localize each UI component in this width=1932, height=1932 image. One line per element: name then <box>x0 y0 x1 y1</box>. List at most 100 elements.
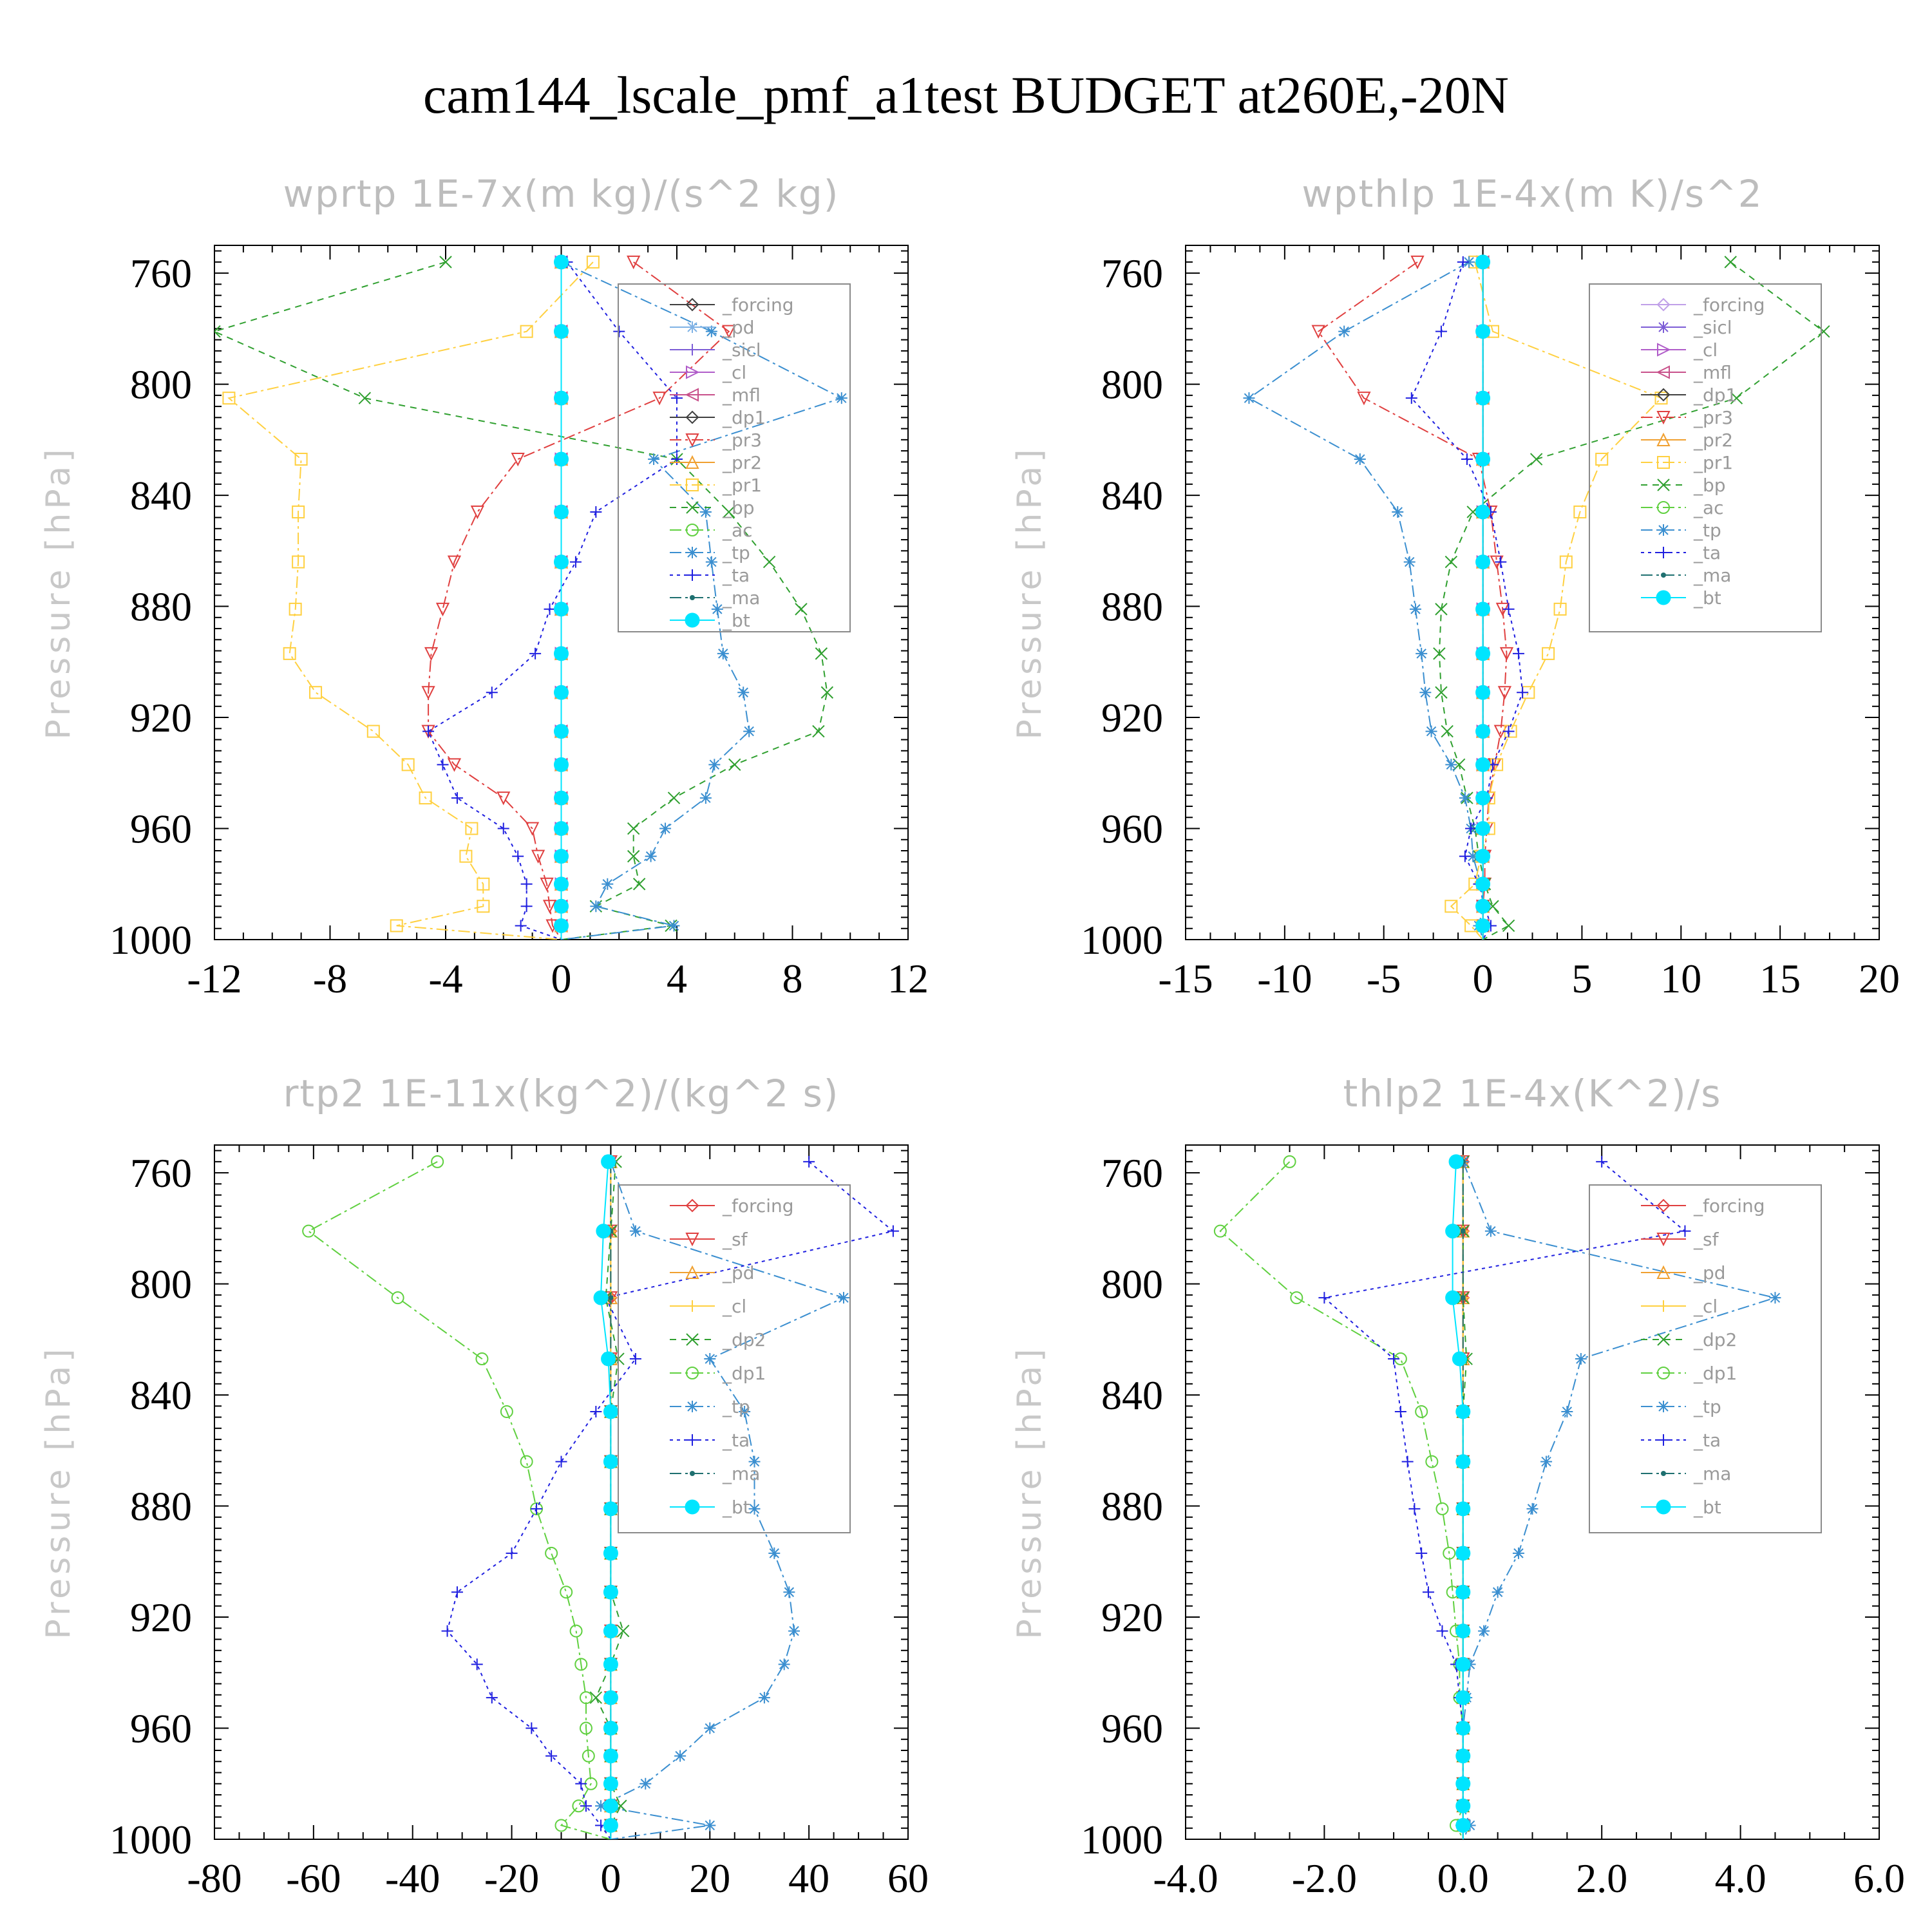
data-point <box>500 1405 513 1418</box>
legend-label: _pr1 <box>722 475 762 496</box>
data-point <box>632 878 646 891</box>
series-line <box>214 261 828 940</box>
data-point <box>717 647 729 659</box>
series-line <box>598 1161 846 1839</box>
legend-label: _forcing <box>722 294 794 316</box>
data-point <box>554 390 569 406</box>
data-point <box>586 255 600 269</box>
data-point <box>704 1353 716 1365</box>
data-point <box>1459 850 1471 862</box>
legend-label: _forcing <box>1693 1195 1765 1217</box>
data-point <box>222 392 236 405</box>
data-point <box>486 687 498 699</box>
data-point <box>603 1817 618 1833</box>
data-point <box>439 256 452 269</box>
data-point <box>812 724 825 738</box>
legend-entry: _dp1 <box>670 407 766 428</box>
data-point <box>629 1353 641 1365</box>
data-point <box>1290 1291 1303 1305</box>
data-point <box>520 325 533 338</box>
data-point <box>1679 1225 1691 1237</box>
data-point <box>1596 1155 1608 1168</box>
y-tick-label: 960 <box>1101 806 1163 852</box>
legend-entry: _bt <box>670 1497 750 1518</box>
series-line <box>1219 1161 1464 1839</box>
data-point <box>554 504 569 520</box>
data-point <box>603 1690 618 1705</box>
chart-panel-3: rtp2 1E-11x(kg^2)/(kg^2 s) Pressure [hPa]… <box>39 1072 929 1901</box>
data-point <box>1475 876 1491 892</box>
data-point <box>292 505 305 518</box>
data-point <box>1455 1624 1471 1639</box>
legend-label: _ma <box>722 587 760 609</box>
data-point <box>1318 1292 1331 1304</box>
plot-frame <box>214 1144 909 1840</box>
data-point <box>652 392 667 406</box>
data-point <box>1415 1405 1428 1418</box>
panel-title: thlp2 1E-4x(K^2)/s <box>1343 1072 1721 1115</box>
legend-entry: _bp <box>1641 475 1726 496</box>
y-tick-label: 1000 <box>1081 1817 1163 1862</box>
data-point <box>1394 1405 1406 1417</box>
data-point <box>1403 556 1416 568</box>
x-tick-label: -80 <box>187 1855 242 1901</box>
legend-marker <box>685 455 699 469</box>
legend-entry: _ma <box>670 1463 760 1484</box>
chart-panel-2: wpthlp 1E-4x(m K)/s^2 Pressure [hPa] 760 80… <box>1010 172 1900 1001</box>
y-axis-label: Pressure [hPa] <box>39 446 78 740</box>
data-point <box>627 255 641 270</box>
data-point <box>506 1547 518 1559</box>
data-point <box>723 506 735 518</box>
legend-entry: _tp <box>1641 1396 1721 1417</box>
data-point <box>1517 687 1529 699</box>
data-point <box>283 647 296 660</box>
legend-box <box>618 1184 851 1533</box>
data-point <box>1455 1656 1471 1672</box>
y-tick-label: 840 <box>1101 1372 1163 1418</box>
data-point <box>401 758 415 772</box>
data-point <box>1401 1455 1414 1468</box>
legend-entry: _ma <box>670 587 760 609</box>
legend-box <box>1589 1184 1822 1533</box>
data-point <box>486 1692 498 1704</box>
legend-marker <box>687 1434 698 1446</box>
legend-label: _tp <box>1693 1396 1721 1417</box>
data-point <box>554 685 569 700</box>
legend-label: _bp <box>722 497 755 518</box>
legend-entry: _ma <box>1641 565 1731 586</box>
data-point <box>590 900 602 913</box>
legend-marker <box>1656 1265 1671 1279</box>
panel-title: wprtp 1E-7x(m kg)/(s^2 kg) <box>283 172 840 216</box>
legend-marker <box>685 410 699 424</box>
x-tick-label: 4.0 <box>1715 1855 1766 1901</box>
data-point <box>471 1658 483 1671</box>
series-line <box>1452 1161 1464 1839</box>
legend-label: _ta <box>1693 542 1721 564</box>
data-point <box>608 1295 614 1301</box>
data-point <box>1475 451 1491 467</box>
data-point <box>447 555 462 569</box>
legend-label: _dp2 <box>722 1329 766 1350</box>
legend-label: _ta <box>722 565 750 586</box>
data-point <box>603 1748 618 1764</box>
legend-label: _pd <box>1693 1262 1726 1283</box>
data-point <box>465 822 478 835</box>
data-point <box>1455 1748 1471 1764</box>
data-point <box>603 1584 618 1600</box>
x-tick-label: -12 <box>187 956 242 1001</box>
legend-label: _ac <box>722 520 753 541</box>
legend-label: _bt <box>1693 1497 1721 1518</box>
series_ta <box>441 1155 899 1839</box>
legend-entry: _cl <box>1641 1296 1718 1317</box>
data-point <box>477 900 490 913</box>
data-point <box>569 1624 583 1638</box>
legend-marker <box>1656 432 1671 446</box>
series-line <box>1323 1161 1687 1839</box>
legend-marker <box>1657 456 1670 469</box>
data-point <box>1502 919 1515 933</box>
x-tick-label: 0 <box>600 1855 621 1901</box>
legend-entry: _mfl <box>1641 362 1732 383</box>
data-point <box>1338 325 1350 337</box>
data-point <box>768 1547 781 1559</box>
data-point <box>422 725 435 737</box>
